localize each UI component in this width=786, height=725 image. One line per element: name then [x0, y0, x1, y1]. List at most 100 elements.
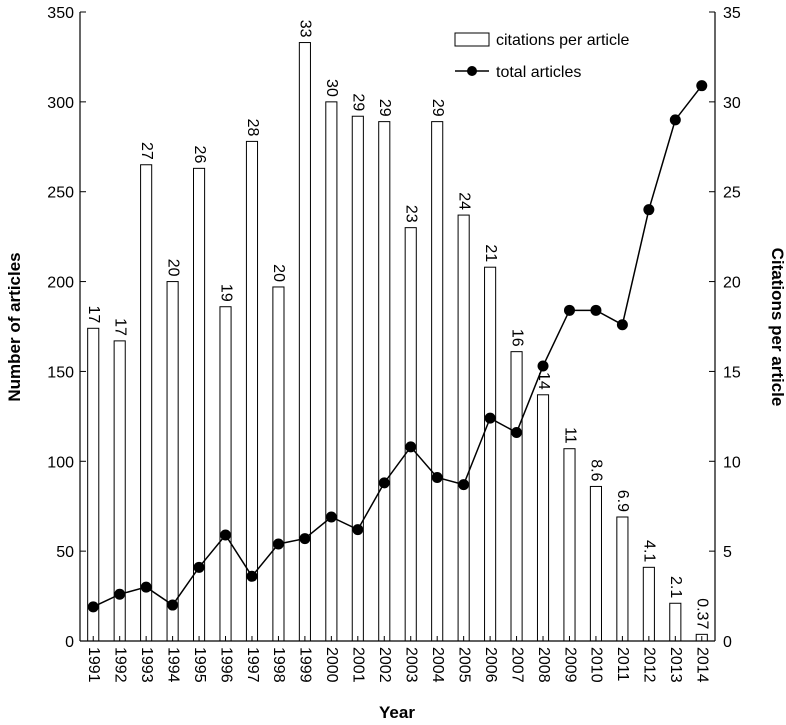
y2-tick-label: 30: [723, 95, 741, 112]
bar-value-label: 0.37: [694, 598, 711, 629]
line-point: [299, 533, 311, 545]
bar: [87, 327, 100, 642]
bar: [589, 485, 602, 642]
bar: [457, 214, 470, 642]
x-tick-label: 2006: [482, 647, 499, 683]
x-tick-label: 2009: [561, 647, 578, 683]
bar-value-label: 24: [455, 192, 472, 210]
line-point: [352, 524, 364, 536]
y2-tick-label: 10: [723, 454, 741, 471]
x-tick-label: 1994: [164, 647, 181, 683]
line-point: [590, 304, 602, 316]
bars-group: [87, 42, 708, 642]
x-tick-label: 1997: [244, 647, 261, 683]
x-tick-label: 2011: [614, 647, 631, 682]
y2-axis-title: Citations per article: [768, 248, 786, 407]
line-point: [87, 601, 99, 613]
bar: [166, 281, 179, 642]
x-tick-label: 2010: [588, 647, 605, 683]
y2-tick-label: 35: [723, 5, 741, 22]
y-tick-label: 300: [47, 95, 74, 112]
x-tick-label: 2001: [350, 647, 367, 683]
y-tick-label: 0: [65, 634, 74, 651]
bar-value-label: 8.6: [588, 459, 605, 481]
x-axis-title: Year: [379, 703, 415, 722]
legend: citations per article total articles: [454, 32, 629, 81]
y-tick-label: 100: [47, 454, 74, 471]
bar-value-label: 4.1: [641, 540, 658, 562]
x-tick-label: 2007: [508, 647, 525, 683]
bar: [245, 140, 259, 642]
line-point: [378, 477, 390, 489]
bar: [404, 227, 417, 642]
bar-value-label: 17: [111, 318, 128, 336]
bar-value-label: 29: [350, 93, 367, 111]
line-point: [405, 441, 417, 453]
line-point: [220, 529, 232, 541]
line-point: [431, 471, 443, 483]
bar: [272, 286, 285, 642]
x-tick-label: 2014: [694, 647, 711, 683]
y2-tick-label: 5: [723, 544, 732, 561]
legend-line-marker: [467, 66, 477, 76]
x-tick-label: 2000: [323, 647, 340, 683]
bar-value-label: 30: [323, 79, 340, 97]
x-tick-label: 2004: [429, 647, 446, 683]
x-tick-label: 2012: [641, 647, 658, 683]
line-point: [272, 538, 284, 550]
bar: [431, 121, 444, 642]
y2-tick-label: 25: [723, 185, 741, 202]
y-tick-label: 350: [47, 5, 74, 22]
x-tick-label: 2002: [376, 647, 393, 683]
line-point: [167, 599, 179, 611]
bar: [140, 164, 153, 642]
bar: [325, 101, 338, 642]
x-tick-label: 1995: [191, 647, 208, 683]
bar: [563, 448, 576, 642]
bar-value-label: 20: [164, 259, 181, 277]
bar-value-label: 27: [138, 142, 155, 160]
x-tick-label: 1993: [138, 647, 155, 683]
bar-value-label: 16: [508, 329, 525, 347]
bar: [378, 121, 391, 642]
x-tick-label: 2003: [402, 647, 419, 683]
line-point: [669, 114, 681, 126]
bar-value-label: 21: [482, 244, 499, 262]
line-point: [643, 204, 655, 216]
line-point: [246, 570, 258, 582]
bar-value-label: 33: [297, 20, 314, 38]
bar-value-label: 6.9: [614, 490, 631, 512]
x-tick-label: 1999: [297, 647, 314, 683]
bar-value-label: 29: [376, 99, 393, 117]
legend-bar-label: citations per article: [496, 32, 629, 49]
x-tick-label: 2013: [667, 647, 684, 683]
bar: [616, 516, 629, 642]
y2-tick-label: 15: [723, 364, 741, 381]
bar-value-label: 20: [270, 264, 287, 282]
y-tick-label: 200: [47, 275, 74, 292]
bar-value-label: 29: [429, 99, 446, 117]
x-tick-label: 1996: [217, 647, 234, 683]
line-point: [563, 304, 575, 316]
bar: [219, 306, 232, 642]
axes-group: 0 50 100 150 200 250 300 350 0 5 10 15 20 25 30 35 1991 1…: [47, 5, 741, 683]
y-tick-label: 50: [56, 544, 74, 561]
x-tick-label: 1991: [85, 647, 102, 683]
legend-line-label: total articles: [496, 64, 581, 81]
y2-tick-label: 0: [723, 634, 732, 651]
bar: [351, 115, 364, 642]
bar-value-label: 23: [402, 205, 419, 223]
y-axis-title: Number of articles: [5, 252, 24, 401]
x-tick-label: 1998: [270, 647, 287, 683]
bar: [642, 566, 655, 642]
bar-value-label: 28: [244, 119, 261, 137]
line-point: [140, 581, 152, 593]
line-point: [537, 360, 549, 372]
bar-value-label: 11: [561, 427, 578, 444]
bar: [510, 351, 523, 642]
bar: [298, 42, 311, 642]
y-tick-label: 150: [47, 364, 74, 381]
bar-value-label: 19: [217, 284, 234, 302]
